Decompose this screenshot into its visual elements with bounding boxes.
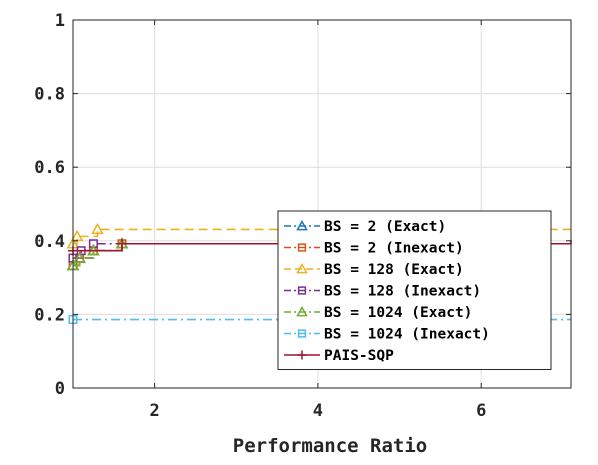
ticks: 0 0.2 0.4 0.6 0.8 1 2 4 6 xyxy=(34,11,571,421)
legend-item: BS = 128 (Inexact) xyxy=(284,284,481,300)
x-tick-label: 2 xyxy=(150,401,160,421)
legend-label: PAIS-SQP xyxy=(324,348,394,364)
legend-label: BS = 128 (Exact) xyxy=(324,262,464,278)
y-tick-label: 1 xyxy=(55,11,65,31)
y-tick-label: 0.8 xyxy=(34,85,65,105)
y-tick-label: 0.2 xyxy=(34,305,65,325)
legend-marker xyxy=(296,305,308,317)
x-tick-label: 4 xyxy=(313,401,323,421)
data-point xyxy=(116,238,127,249)
legend-item: BS = 1024 (Inexact) xyxy=(284,327,490,343)
x-tick-label: 6 xyxy=(476,401,486,421)
legend-item: PAIS-SQP xyxy=(284,348,394,364)
y-tick-label: 0.4 xyxy=(34,232,65,252)
legend-marker xyxy=(297,286,307,295)
legend-item: BS = 2 (Inexact) xyxy=(284,241,464,257)
y-tick-label: 0.6 xyxy=(34,158,65,178)
legend-label: BS = 2 (Inexact) xyxy=(324,241,464,257)
legend-label: BS = 2 (Exact) xyxy=(324,219,446,235)
legend-label: BS = 128 (Inexact) xyxy=(324,284,481,300)
data-point xyxy=(88,239,98,249)
data-point xyxy=(73,251,86,263)
y-tick-label: 0 xyxy=(55,379,65,399)
data-point xyxy=(91,222,104,235)
legend: BS = 2 (Exact) BS = 2 (Inexact) BS = 128 (… xyxy=(277,210,552,370)
legend-marker xyxy=(297,329,307,338)
legend-item: BS = 2 (Exact) xyxy=(284,219,446,235)
legend-marker xyxy=(297,243,307,252)
plot-frame xyxy=(72,19,572,389)
legend-marker xyxy=(296,262,308,274)
series-line xyxy=(73,242,571,267)
legend-item: BS = 1024 (Exact) xyxy=(284,305,472,321)
legend-label: BS = 1024 (Inexact) xyxy=(324,327,490,343)
legend-box xyxy=(277,210,552,370)
legend-item: BS = 128 (Exact) xyxy=(284,262,464,278)
legend-label: BS = 1024 (Exact) xyxy=(324,305,472,321)
legend-marker xyxy=(296,219,308,231)
x-axis-label: Performance Ratio xyxy=(233,435,427,457)
legend-marker xyxy=(297,350,307,360)
